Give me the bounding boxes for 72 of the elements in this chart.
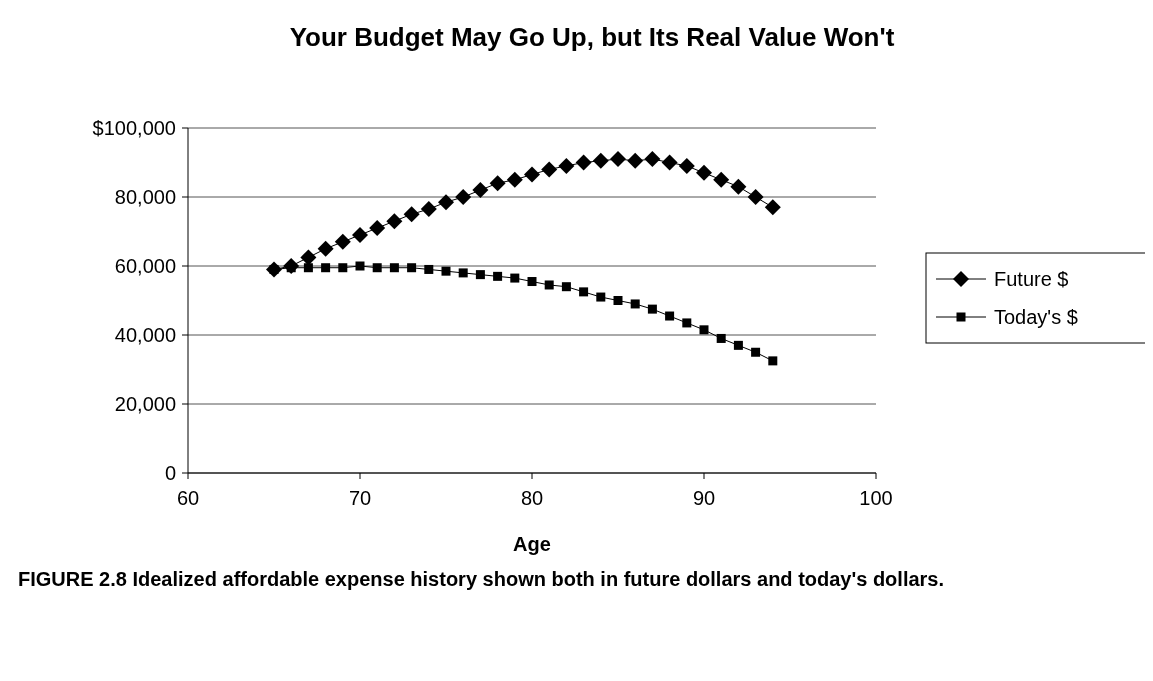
y-tick-label: 40,000 bbox=[114, 324, 176, 346]
point bbox=[403, 206, 420, 223]
point bbox=[610, 151, 626, 168]
point bbox=[438, 194, 454, 211]
point bbox=[493, 271, 503, 281]
point bbox=[506, 171, 523, 188]
point bbox=[558, 157, 575, 174]
point bbox=[524, 166, 540, 183]
point bbox=[579, 287, 589, 297]
point bbox=[716, 333, 726, 343]
point bbox=[627, 152, 644, 169]
point bbox=[768, 356, 778, 366]
point bbox=[613, 296, 623, 305]
point bbox=[661, 154, 678, 171]
x-axis-title: Age bbox=[513, 533, 551, 555]
x-tick-label: 90 bbox=[692, 487, 716, 509]
point bbox=[764, 199, 781, 216]
point bbox=[733, 340, 743, 350]
legend-label: Future $ bbox=[994, 268, 1069, 290]
point bbox=[596, 292, 606, 302]
point bbox=[420, 201, 437, 218]
point bbox=[300, 249, 317, 266]
point bbox=[455, 189, 472, 205]
point bbox=[647, 304, 657, 314]
point bbox=[665, 311, 675, 321]
point bbox=[472, 182, 489, 199]
point bbox=[386, 213, 403, 230]
point bbox=[644, 151, 661, 168]
point bbox=[630, 299, 640, 309]
y-tick-label: 20,000 bbox=[114, 393, 176, 415]
point bbox=[561, 282, 571, 292]
point bbox=[699, 325, 709, 335]
point bbox=[678, 157, 695, 174]
point bbox=[355, 261, 365, 271]
point bbox=[747, 189, 764, 205]
y-tick-label: $100,000 bbox=[92, 117, 176, 139]
point bbox=[321, 263, 331, 273]
point bbox=[372, 263, 382, 273]
point bbox=[510, 273, 520, 283]
point bbox=[303, 263, 313, 273]
point bbox=[317, 240, 334, 257]
point bbox=[389, 263, 399, 273]
point bbox=[352, 226, 368, 243]
point bbox=[544, 280, 554, 290]
point bbox=[730, 178, 747, 195]
point bbox=[541, 161, 558, 178]
point bbox=[682, 318, 692, 328]
chart-title: Your Budget May Go Up, but Its Real Value Won't bbox=[289, 22, 895, 52]
point bbox=[713, 171, 730, 188]
x-tick-label: 80 bbox=[520, 487, 544, 509]
point bbox=[592, 152, 609, 169]
y-tick-label: 80,000 bbox=[114, 186, 176, 208]
point bbox=[407, 263, 417, 273]
point bbox=[475, 270, 485, 280]
y-tick-label: 0 bbox=[164, 462, 176, 484]
point bbox=[458, 268, 468, 278]
point bbox=[441, 266, 451, 276]
point bbox=[369, 220, 386, 237]
x-tick-label: 60 bbox=[176, 487, 200, 509]
legend-label: Today's $ bbox=[994, 306, 1078, 328]
x-tick-label: 100 bbox=[859, 487, 893, 509]
point bbox=[334, 233, 351, 250]
point bbox=[489, 175, 506, 192]
point bbox=[575, 154, 592, 171]
y-tick-label: 60,000 bbox=[114, 255, 176, 277]
x-tick-label: 70 bbox=[348, 487, 372, 509]
point bbox=[424, 264, 434, 274]
point bbox=[527, 277, 537, 287]
point bbox=[696, 164, 712, 181]
point bbox=[751, 347, 761, 357]
point bbox=[338, 263, 348, 273]
caption: FIGURE 2.8 Idealized affordable expense history shown both in future dollars and today's dollars. bbox=[18, 568, 946, 591]
